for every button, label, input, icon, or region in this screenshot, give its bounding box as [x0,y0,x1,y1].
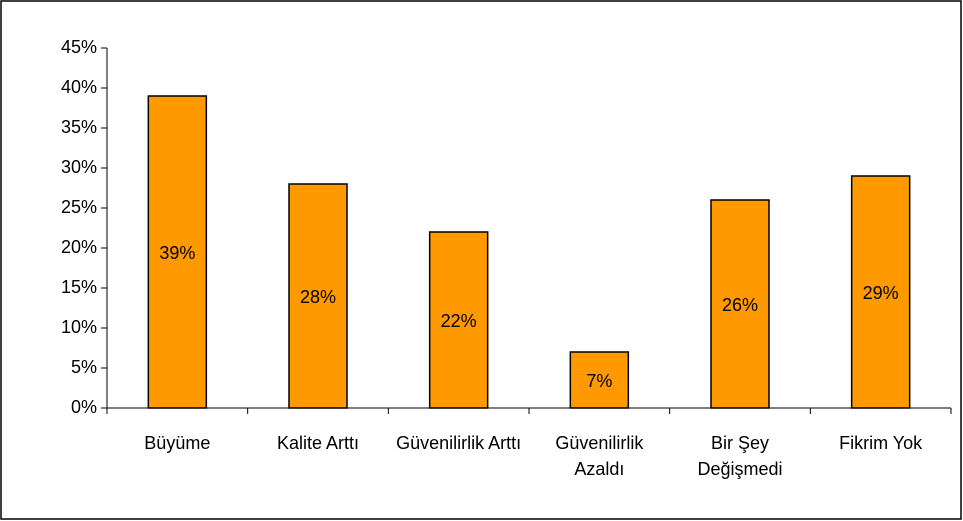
y-tick-label: 45% [61,37,97,57]
x-tick-label: Büyüme [144,433,211,453]
x-tick-label: Güvenilirlik Arttı [396,433,522,453]
y-tick-label: 15% [61,277,97,297]
data-label: 28% [300,287,336,307]
data-label: 29% [863,283,899,303]
y-tick-label: 0% [71,397,97,417]
x-tick-label: Bir Şey Değişmedi [697,433,783,479]
bar [147,95,208,409]
y-tick-label: 40% [61,77,97,97]
y-tick-label: 5% [71,357,97,377]
y-tick-label: 20% [61,237,97,257]
x-tick-label: Güvenilirlik Azaldı [555,433,644,479]
y-tick-label: 30% [61,157,97,177]
bar [569,351,630,409]
data-label: 26% [722,295,758,315]
y-tick-label: 25% [61,197,97,217]
x-tick-label: Fikrim Yok [839,433,923,453]
data-label: 7% [586,371,612,391]
data-label: 22% [441,311,477,331]
x-tick-label: Kalite Arttı [276,433,359,453]
bar [428,231,489,409]
y-tick-label: 10% [61,317,97,337]
y-tick-label: 35% [61,117,97,137]
data-label: 39% [159,243,195,263]
bar [288,183,348,409]
